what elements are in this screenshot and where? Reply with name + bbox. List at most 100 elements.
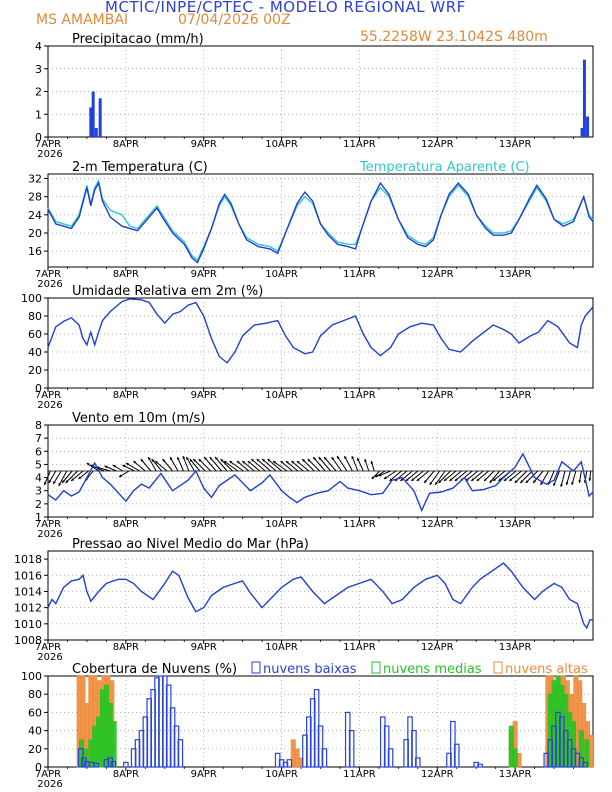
cloud-bar-nuvens-baixas (387, 748, 394, 768)
wind-vector-head (384, 476, 388, 479)
temp-xtick-label: 12APR (421, 269, 454, 280)
rh-ytick-label: 100 (21, 292, 42, 305)
cloud-bar-nuvens-baixas (348, 729, 355, 768)
coords-label: 55.2258W 23.1042S 480m (360, 29, 548, 45)
wind-vector-head (86, 463, 90, 466)
wind-vector-head (112, 465, 116, 468)
pres-ytick-label: 1018 (14, 553, 42, 566)
wind-vector-head (125, 463, 129, 466)
cloud-xtick-label: 7APR (35, 769, 61, 780)
temp-series-line-0 (47, 178, 594, 262)
wind-vector-head (155, 461, 159, 464)
wind-ytick-label: 2 (35, 498, 42, 511)
pres-xtick-label: 13APR (499, 642, 532, 653)
wind-vector-head (133, 461, 137, 464)
wind-vector-head (571, 482, 574, 485)
wind-vector-head (204, 457, 207, 460)
rh-xtick-label: 8APR (113, 390, 139, 401)
cloud-bar-nuvens-baixas (93, 762, 100, 768)
temp-ytick-label: 24 (28, 209, 42, 222)
temp-ytick-label: 28 (28, 191, 42, 204)
rh-ytick-label: 0 (35, 382, 42, 395)
precip-bar (98, 98, 102, 137)
cloud-title: Cobertura de Nuvens (%) (72, 662, 237, 677)
cloud-ytick-label: 20 (28, 743, 42, 756)
location-label: MS AMAMBAI (36, 12, 129, 28)
wind-vector (220, 458, 233, 472)
temp-xtick-label: 11APR (343, 269, 376, 280)
cloud-legend-label-1: nuvens medias (383, 662, 482, 677)
cloud-bar-nuvens-baixas (582, 761, 589, 768)
rh-xtick-label: 11APR (343, 390, 376, 401)
wind-vector-head (267, 459, 271, 462)
wind-vector-head (193, 459, 197, 462)
rh-ytick-label: 20 (28, 364, 42, 377)
wind-vector-head (351, 456, 355, 459)
wind-vector (343, 455, 353, 472)
wind-vector-head (236, 461, 240, 464)
rh-title: Umidade Relativa em 2m (%) (72, 284, 263, 299)
wind-ytick-label: 4 (35, 472, 42, 485)
rh-frame (47, 297, 594, 389)
wind-vector-head (493, 478, 496, 481)
wind-vector (560, 470, 566, 488)
cloud-xtick-label: 10APR (265, 769, 298, 780)
pres-title: Pressao ao Nivel Medio do Mar (hPa) (72, 537, 309, 552)
wind-vector-head (229, 461, 233, 464)
cloud-legend-swatch-1 (371, 661, 381, 674)
rh-series-line-0 (47, 298, 594, 364)
cloud-bar-nuvens-baixas (177, 739, 184, 768)
wind-vector-head (416, 478, 420, 481)
wind-vector-head (58, 483, 62, 486)
wind-vector-head (371, 476, 375, 479)
wind-vector-head (251, 459, 255, 462)
wind-xtick-label: 12APR (421, 519, 454, 530)
wind-ytick-label: 1 (35, 511, 42, 524)
precip-bar (586, 116, 590, 137)
wind-vector-head (375, 474, 379, 477)
wind-vector-head (44, 482, 47, 485)
temp-series-line-1 (47, 181, 594, 264)
precip-xtick-label: 11APR (343, 139, 376, 150)
temp-xtick-label: 13APR (499, 269, 532, 280)
cloud-legend-swatch-0 (251, 661, 261, 674)
wind-vector (553, 470, 560, 487)
cloud-bar-nuvens-baixas (477, 763, 483, 768)
wind-vector-head (78, 476, 82, 479)
wind-vector-head (588, 478, 592, 481)
wind-ytick-label: 3 (35, 485, 42, 498)
pres-xtick-label: 12APR (421, 642, 454, 653)
wind-vector (438, 470, 451, 484)
wind-vector (125, 462, 141, 472)
wind-vector (147, 456, 157, 472)
wind-xtick-label: 10APR (265, 519, 298, 530)
wind-vector-head (435, 482, 438, 485)
wind-vector (434, 470, 446, 486)
wind-vector-head (186, 457, 189, 460)
wind-vector-head (357, 458, 360, 461)
wind-vector-head (118, 474, 122, 477)
precip-xtick-label: 8APR (113, 139, 139, 150)
wind-vector-head (449, 478, 453, 481)
wind-vector (514, 470, 528, 484)
chart-title: MCTIC/INPE/CPTEC - MODELO REGIONAL WRF (105, 0, 466, 16)
precip-xtick-label: 9APR (191, 139, 217, 150)
cloud-bar-nuvens-medias (512, 748, 518, 768)
wind-vector (525, 470, 539, 484)
wind-vector (336, 455, 348, 472)
wind-vector-head (411, 478, 415, 481)
cloud-legend-swatch-2 (493, 661, 503, 674)
wind-vector-head (578, 480, 582, 483)
rh-ytick-label: 40 (28, 346, 42, 359)
precip-ytick-label: 3 (35, 63, 42, 76)
wind-vector-head (540, 482, 544, 485)
wind-vector-head (273, 461, 276, 464)
wind-vector-head (71, 478, 74, 481)
wind-vector-head (400, 478, 404, 481)
wind-vector-head (182, 456, 186, 459)
wind-vector (261, 458, 277, 472)
wind-xtick-label: 11APR (343, 519, 376, 530)
wind-vector (182, 455, 190, 472)
precip-ytick-label: 1 (35, 108, 42, 121)
wind-vector-head (148, 457, 151, 460)
